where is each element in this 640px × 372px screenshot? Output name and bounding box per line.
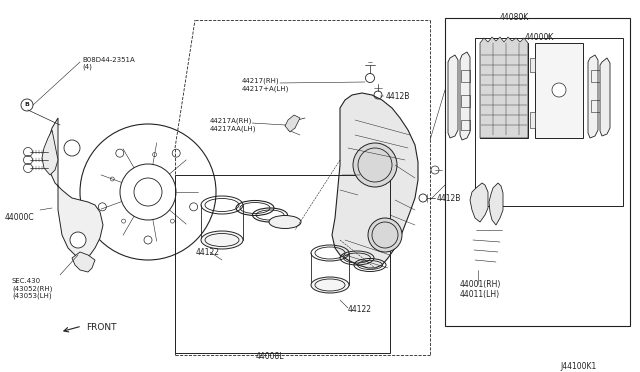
Circle shape [64,140,80,156]
Bar [461,120,470,130]
Text: 44008L: 44008L [256,352,284,361]
Polygon shape [470,183,488,222]
Text: SEC.430
(43052(RH)
(43053(LH): SEC.430 (43052(RH) (43053(LH) [12,278,52,299]
Polygon shape [588,55,598,138]
Polygon shape [480,37,528,138]
Polygon shape [530,58,535,72]
Polygon shape [332,93,418,268]
Polygon shape [489,183,503,225]
Text: 44080K: 44080K [500,13,529,22]
Text: 44000C: 44000C [5,213,35,222]
Circle shape [70,232,86,248]
Polygon shape [448,55,458,138]
Text: 44217A(RH)
44217AA(LH): 44217A(RH) 44217AA(LH) [210,118,257,132]
Text: 44000K: 44000K [525,33,554,42]
Text: B08D44-2351A
(4): B08D44-2351A (4) [82,57,135,71]
Text: 44217(RH)
44217+A(LH): 44217(RH) 44217+A(LH) [242,78,289,92]
Circle shape [353,143,397,187]
Text: J44100K1: J44100K1 [560,362,596,371]
Bar [591,70,600,82]
Bar [475,38,623,206]
Ellipse shape [201,231,243,249]
Bar [445,18,630,326]
Polygon shape [285,115,300,132]
Text: B: B [24,103,29,108]
Text: 44001(RH)
44011(LH): 44001(RH) 44011(LH) [460,280,501,299]
Ellipse shape [269,215,301,228]
Text: FRONT: FRONT [86,323,116,332]
Text: 4412B: 4412B [386,92,410,101]
Bar [480,43,528,138]
Ellipse shape [311,277,349,293]
Bar [535,43,583,138]
Bar [175,175,390,353]
Polygon shape [530,112,535,128]
Bar [461,95,470,107]
Text: 44122: 44122 [196,248,220,257]
Circle shape [552,83,566,97]
Bar [461,70,470,82]
Circle shape [368,218,402,252]
Text: 4412B: 4412B [437,194,461,203]
Polygon shape [42,130,58,175]
Polygon shape [600,58,610,136]
Polygon shape [72,252,95,272]
Polygon shape [46,118,103,258]
Bar [591,100,600,112]
Polygon shape [460,52,470,140]
Text: 44122: 44122 [348,305,372,314]
